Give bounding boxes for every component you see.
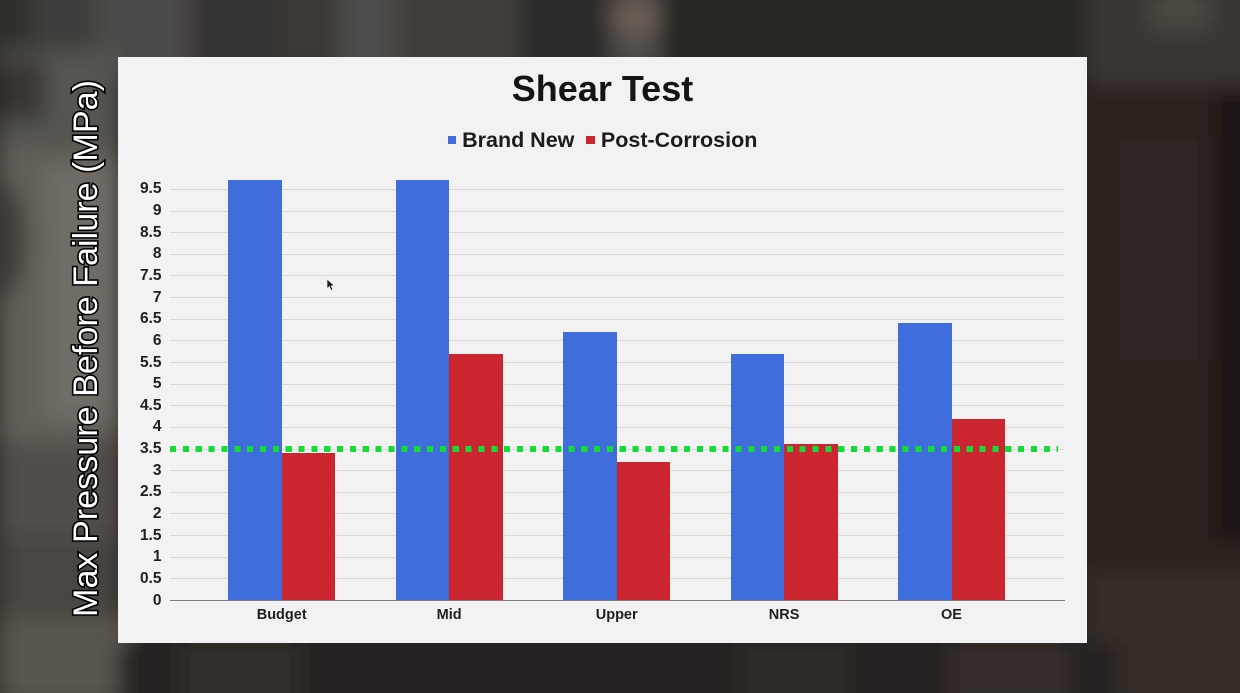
svg-text:Max Pressure Before Failure (M: Max Pressure Before Failure (MPa) (67, 80, 105, 617)
